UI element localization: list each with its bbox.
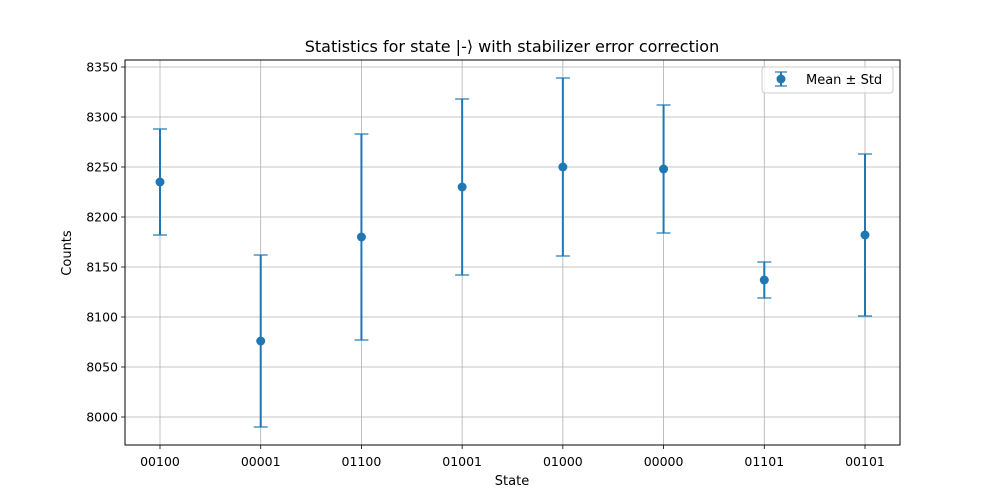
y-tick-label: 8150 [86, 260, 118, 275]
data-point [860, 230, 870, 240]
legend: Mean ± Std [761, 66, 894, 94]
y-tick-label: 8000 [86, 410, 118, 425]
y-tick-label: 8100 [86, 310, 118, 325]
plot-frame [124, 59, 901, 446]
y-tick-label: 8350 [86, 60, 118, 75]
legend-point [776, 74, 786, 84]
legend-marker [775, 71, 787, 87]
y-tick-label: 8300 [86, 110, 118, 125]
data-point [356, 232, 366, 242]
chart-title: Statistics for state |-⟩ with stabilizer… [305, 37, 719, 56]
x-tick-label: 00000 [644, 454, 684, 469]
y-axis-label: Counts [60, 230, 75, 276]
x-axis-ticks: 00100 00001 01100 01001 01000 00000 01101 00101 [140, 445, 885, 469]
data-points [155, 162, 870, 346]
x-tick-label: 00101 [845, 454, 885, 469]
y-tick-label: 8050 [86, 360, 118, 375]
x-tick-label: 01100 [342, 454, 382, 469]
data-point [155, 177, 165, 187]
data-point [457, 182, 467, 192]
data-point [659, 164, 669, 174]
x-tick-label: 00100 [140, 454, 180, 469]
x-tick-label: 01001 [442, 454, 482, 469]
data-point [256, 336, 266, 346]
data-point [558, 162, 568, 172]
x-tick-label: 00001 [241, 454, 281, 469]
y-axis-ticks: 8000 8050 8100 8150 8200 8250 8300 8350 [86, 60, 125, 425]
y-tick-label: 8200 [86, 210, 118, 225]
legend-label: Mean ± Std [806, 73, 882, 88]
x-tick-label: 01000 [543, 454, 583, 469]
y-tick-label: 8250 [86, 160, 118, 175]
x-axis-label: State [495, 474, 529, 489]
grid [125, 60, 900, 445]
data-point [759, 275, 769, 285]
legend-box [761, 66, 894, 94]
x-tick-label: 01101 [744, 454, 784, 469]
